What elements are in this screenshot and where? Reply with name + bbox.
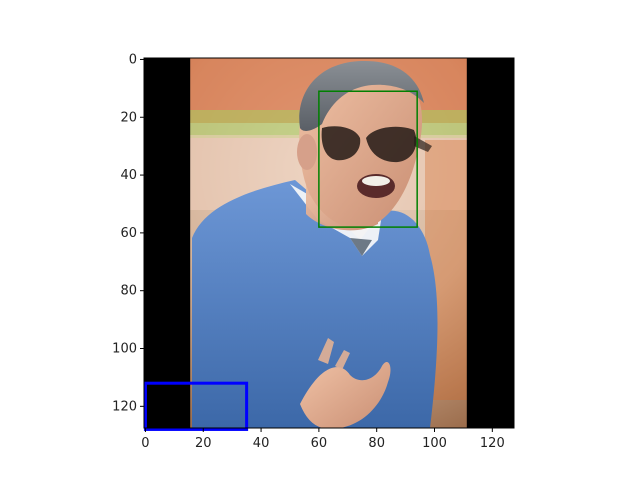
glasses bbox=[321, 126, 417, 163]
image-content bbox=[144, 58, 514, 428]
y-tick-label: 0 bbox=[129, 52, 137, 67]
green-box bbox=[318, 90, 418, 228]
glasses-temple bbox=[414, 136, 432, 152]
y-tick-label: 120 bbox=[112, 399, 137, 414]
y-tick-label: 40 bbox=[120, 168, 137, 183]
x-tick-label: 80 bbox=[368, 436, 385, 451]
bounding-boxes bbox=[143, 90, 418, 431]
x-tick-label: 0 bbox=[141, 436, 149, 451]
x-tick-label: 40 bbox=[253, 436, 270, 451]
axes-frame bbox=[143, 57, 515, 429]
hand bbox=[300, 362, 391, 428]
blue-box bbox=[143, 381, 249, 431]
x-axis: 0 20 40 60 80 100 120 bbox=[141, 428, 505, 451]
y-tick-label: 60 bbox=[120, 226, 137, 241]
ear bbox=[297, 134, 317, 170]
y-axis: 0 20 40 60 80 100 120 bbox=[112, 52, 144, 414]
y-tick-label: 20 bbox=[120, 110, 137, 125]
sweater bbox=[192, 180, 438, 428]
hair bbox=[299, 60, 424, 131]
y-tick-label: 100 bbox=[112, 342, 137, 357]
y-tick-label: 80 bbox=[120, 284, 137, 299]
x-tick-label: 60 bbox=[311, 436, 328, 451]
left-black-bar bbox=[144, 58, 191, 428]
teeth bbox=[362, 176, 390, 186]
right-black-bar bbox=[466, 58, 514, 428]
hand-fingers bbox=[318, 338, 350, 370]
x-tick-label: 20 bbox=[195, 436, 212, 451]
x-tick-label: 100 bbox=[422, 436, 447, 451]
x-tick-label: 120 bbox=[480, 436, 505, 451]
tie bbox=[350, 238, 372, 256]
